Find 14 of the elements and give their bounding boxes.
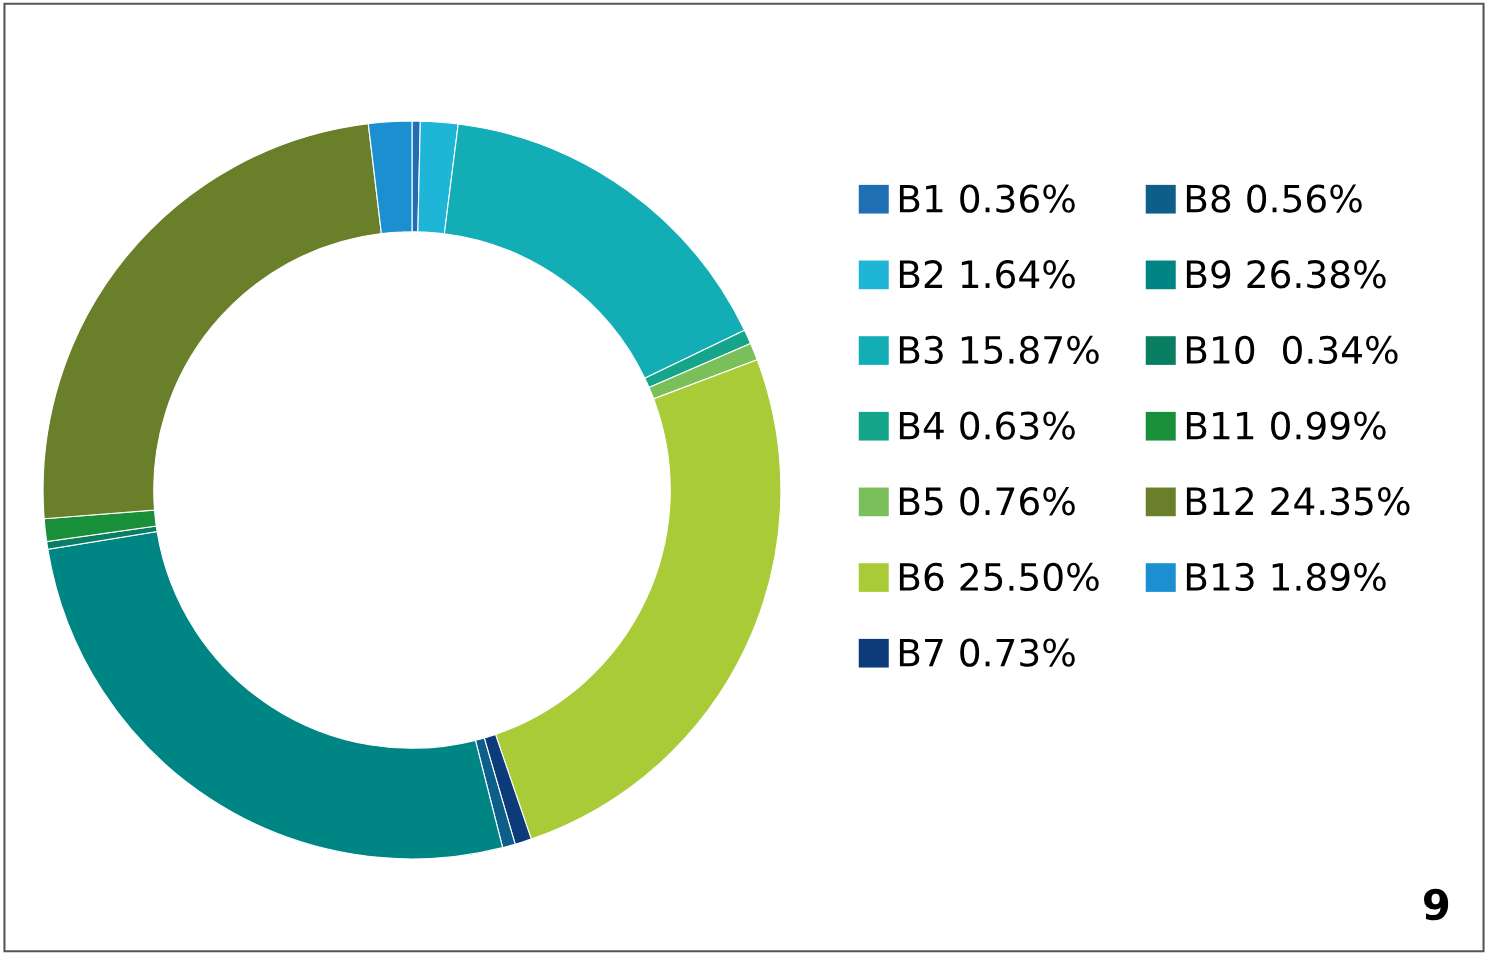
legend-label: B11 0.99% <box>1186 411 1386 440</box>
legend-label: B9 26.38% <box>1186 260 1386 289</box>
text: 9 <box>1423 888 1449 921</box>
legend-label: B1 0.36% <box>899 184 1075 213</box>
legend-label: B7 0.73% <box>899 638 1075 667</box>
legend-label: B10 0.34% <box>1186 335 1398 365</box>
legend-label: B4 0.63% <box>899 411 1075 440</box>
legend-label: B2 1.64% <box>899 260 1075 289</box>
legend-label: B3 15.87% <box>899 335 1099 365</box>
legend-label: B13 1.89% <box>1186 562 1386 592</box>
legend-label: B6 25.50% <box>899 562 1099 592</box>
legend-label: B12 24.35% <box>1186 487 1410 516</box>
legend-label: B8 0.56% <box>1186 184 1362 213</box>
legend-label: B5 0.76% <box>899 487 1075 516</box>
